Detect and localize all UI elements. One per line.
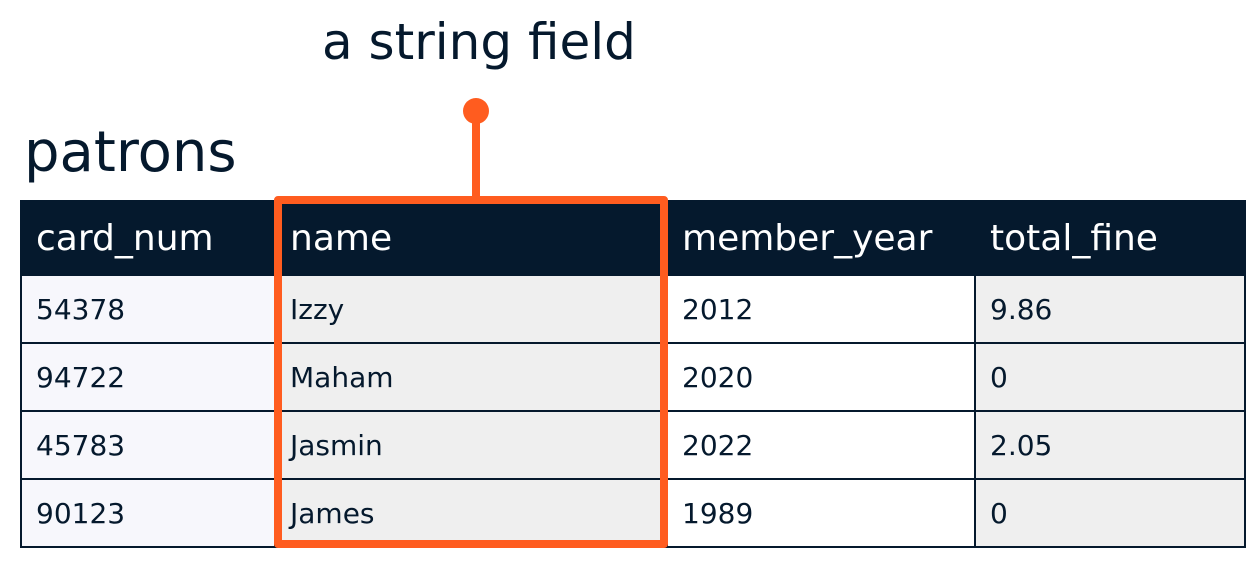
table-row: 45783 Jasmin 2022 2.05	[20, 410, 1246, 480]
table-row: 90123 James 1989 0	[20, 478, 1246, 548]
table-cell: 1989	[666, 478, 976, 548]
column-header: card_num	[20, 200, 276, 276]
table-cell: 2022	[666, 410, 976, 480]
table-cell: Maham	[274, 342, 668, 412]
column-header: total_fine	[974, 200, 1246, 276]
table-cell: 2012	[666, 274, 976, 344]
table-cell: 0	[974, 342, 1246, 412]
table-cell: 54378	[20, 274, 276, 344]
table-header-row: card_num name member_year total_fine	[20, 200, 1246, 276]
patrons-table: card_num name member_year total_fine 543…	[20, 200, 1246, 548]
table-cell: 45783	[20, 410, 276, 480]
table-cell: 0	[974, 478, 1246, 548]
table-cell: James	[274, 478, 668, 548]
table-cell: 90123	[20, 478, 276, 548]
table-row: 54378 Izzy 2012 9.86	[20, 274, 1246, 344]
table-cell: Jasmin	[274, 410, 668, 480]
table-cell: 9.86	[974, 274, 1246, 344]
table-cell: 94722	[20, 342, 276, 412]
table-row: 94722 Maham 2020 0	[20, 342, 1246, 412]
annotation-pointer-line	[472, 110, 480, 200]
annotation-label: a string field	[322, 13, 636, 71]
table-title: patrons	[24, 120, 237, 185]
table-cell: Izzy	[274, 274, 668, 344]
column-header: member_year	[666, 200, 976, 276]
table-cell: 2.05	[974, 410, 1246, 480]
name-column-highlight-box	[274, 196, 668, 548]
table-cell: 2020	[666, 342, 976, 412]
